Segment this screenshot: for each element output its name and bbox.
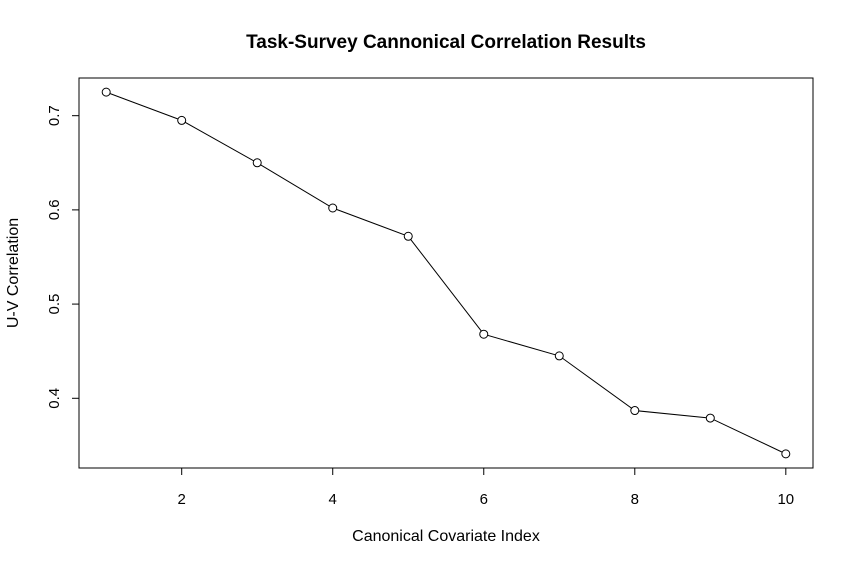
y-tick-label: 0.6 [46, 199, 63, 220]
data-point [479, 329, 489, 339]
data-point [403, 231, 413, 241]
y-axis: 0.4 0.5 0.6 0.7 [46, 105, 79, 409]
series-line [106, 91, 787, 455]
data-point [101, 87, 111, 97]
plot-frame [78, 77, 814, 469]
y-tick-label: 0.4 [46, 388, 63, 409]
y-axis-label: U-V Correlation [5, 218, 22, 328]
data-point [554, 351, 564, 361]
y-tick-label: 0.5 [46, 294, 63, 315]
x-tick-label: 10 [777, 491, 794, 508]
data-point [252, 158, 262, 168]
x-tick-label: 2 [178, 491, 186, 508]
data-point [177, 115, 187, 125]
x-tick-label: 8 [631, 491, 639, 508]
x-tick-label: 6 [480, 491, 488, 508]
chart-title: Task-Survey Cannonical Correlation Resul… [246, 32, 646, 53]
data-point [328, 203, 338, 213]
series-points [101, 87, 791, 459]
data-point [630, 406, 640, 416]
data-point [705, 413, 715, 423]
y-tick-label: 0.7 [46, 105, 63, 126]
x-tick-label: 4 [329, 491, 337, 508]
data-point [781, 449, 791, 459]
x-axis-label: Canonical Covariate Index [352, 528, 540, 545]
x-axis: 2 4 6 8 10 [178, 468, 794, 508]
